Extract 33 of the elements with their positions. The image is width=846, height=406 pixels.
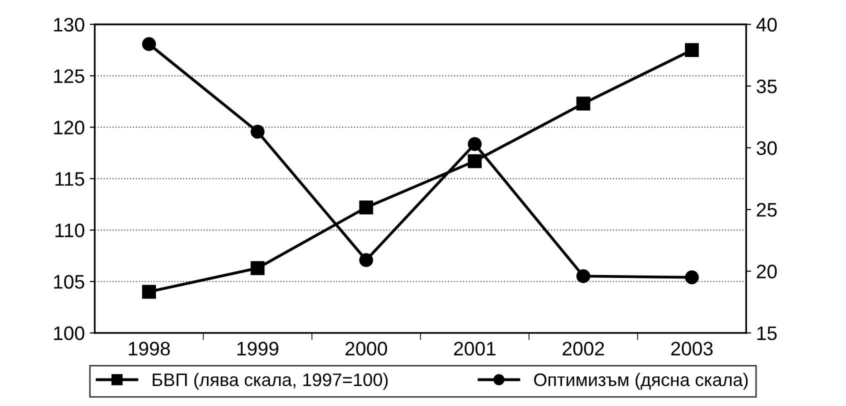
point <box>359 253 374 268</box>
y-tick-label: 115 <box>56 172 84 186</box>
x-tick-label: 2001 <box>454 342 496 356</box>
point <box>250 261 265 276</box>
point <box>468 154 482 168</box>
point <box>576 269 590 284</box>
y-tick-label: 100 <box>54 326 84 340</box>
legend-label: БВП (лява скала, 1997=100) <box>152 372 388 390</box>
y2-tick-label: 40 <box>756 18 777 32</box>
y2-tick-label: 25 <box>756 202 777 217</box>
point <box>684 43 699 58</box>
x-tick-label: 1998 <box>128 342 170 356</box>
y2-tick-label: 35 <box>756 80 777 94</box>
point <box>684 270 699 284</box>
point <box>359 200 374 214</box>
y2-tick-label: 15 <box>757 326 777 340</box>
x-tick-label: 2003 <box>671 342 713 356</box>
point <box>576 96 590 110</box>
x-tick-label: 1999 <box>237 342 278 356</box>
legend-label: Оптимизъм (дясна скала) <box>534 372 748 390</box>
y-tick-label: 120 <box>54 120 84 134</box>
point <box>142 284 156 299</box>
point <box>468 137 482 152</box>
y-tick-label: 125 <box>54 69 84 84</box>
y-tick-label: 110 <box>56 224 84 238</box>
point <box>250 124 265 139</box>
y-tick-label: 130 <box>54 18 84 32</box>
y-tick-label: 105 <box>54 274 84 289</box>
y2-tick-label: 20 <box>756 264 777 278</box>
x-tick-label: 2002 <box>562 342 604 356</box>
point <box>142 37 156 52</box>
y2-tick-label: 30 <box>756 141 777 156</box>
x-tick-label: 2000 <box>346 342 388 356</box>
